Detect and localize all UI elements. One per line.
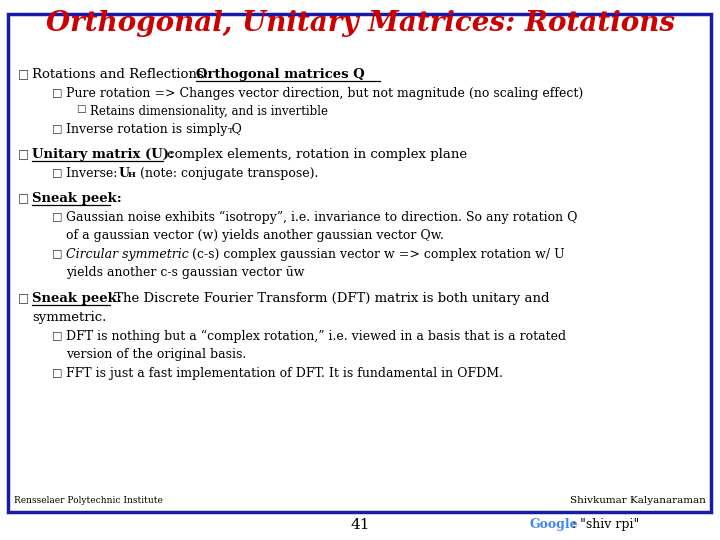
- Text: □: □: [76, 105, 86, 114]
- Text: □: □: [18, 68, 29, 81]
- Text: U: U: [119, 167, 130, 180]
- Text: Sneak peek:: Sneak peek:: [32, 292, 122, 305]
- Text: □: □: [18, 148, 29, 161]
- Text: Google: Google: [530, 518, 579, 531]
- Text: Sneak peek:: Sneak peek:: [32, 192, 122, 205]
- Text: Orthogonal, Unitary Matrices: Rotations: Orthogonal, Unitary Matrices: Rotations: [45, 10, 675, 37]
- Text: symmetric.: symmetric.: [32, 311, 107, 324]
- Text: version of the original basis.: version of the original basis.: [66, 348, 246, 361]
- Text: Inverse:: Inverse:: [66, 167, 122, 180]
- Text: □: □: [18, 192, 29, 205]
- Text: T: T: [228, 127, 233, 135]
- Text: □: □: [18, 292, 29, 305]
- Text: □: □: [52, 167, 63, 177]
- Text: complex elements, rotation in complex plane: complex elements, rotation in complex pl…: [163, 148, 467, 161]
- Text: : "shiv rpi": : "shiv rpi": [572, 518, 639, 531]
- Text: (note: conjugate transpose).: (note: conjugate transpose).: [136, 167, 318, 180]
- Text: □: □: [52, 330, 63, 340]
- Text: Unitary matrix (U):: Unitary matrix (U):: [32, 148, 174, 161]
- Text: Rensselaer Polytechnic Institute: Rensselaer Polytechnic Institute: [14, 496, 163, 505]
- Text: Pure rotation => Changes vector direction, but not magnitude (no scaling effect): Pure rotation => Changes vector directio…: [66, 87, 583, 100]
- Text: FFT is just a fast implementation of DFT. It is fundamental in OFDM.: FFT is just a fast implementation of DFT…: [66, 367, 503, 380]
- Text: Inverse rotation is simply Q: Inverse rotation is simply Q: [66, 123, 242, 136]
- Text: □: □: [52, 248, 63, 258]
- Text: H: H: [128, 171, 136, 179]
- Text: □: □: [52, 123, 63, 133]
- Text: (c-s) complex gaussian vector w => complex rotation w/ U: (c-s) complex gaussian vector w => compl…: [188, 248, 564, 261]
- Text: 41: 41: [350, 518, 370, 532]
- Text: yields another c-s gaussian vector ūw: yields another c-s gaussian vector ūw: [66, 266, 305, 279]
- Text: The Discrete Fourier Transform (DFT) matrix is both unitary and: The Discrete Fourier Transform (DFT) mat…: [110, 292, 549, 305]
- Text: DFT is nothing but a “complex rotation,” i.e. viewed in a basis that is a rotate: DFT is nothing but a “complex rotation,”…: [66, 330, 566, 343]
- Text: Shivkumar Kalyanaraman: Shivkumar Kalyanaraman: [570, 496, 706, 505]
- Text: Gaussian noise exhibits “isotropy”, i.e. invariance to direction. So any rotatio: Gaussian noise exhibits “isotropy”, i.e.…: [66, 211, 577, 224]
- Text: □: □: [52, 87, 63, 97]
- Text: Rotations and Reflections:: Rotations and Reflections:: [32, 68, 212, 81]
- Text: Circular symmetric: Circular symmetric: [66, 248, 189, 261]
- Text: Retains dimensionality, and is invertible: Retains dimensionality, and is invertibl…: [90, 105, 328, 118]
- Text: Orthogonal matrices Q: Orthogonal matrices Q: [196, 68, 365, 81]
- Text: □: □: [52, 211, 63, 221]
- Text: of a gaussian vector (w) yields another gaussian vector Qw.: of a gaussian vector (w) yields another …: [66, 229, 444, 242]
- Text: □: □: [52, 367, 63, 377]
